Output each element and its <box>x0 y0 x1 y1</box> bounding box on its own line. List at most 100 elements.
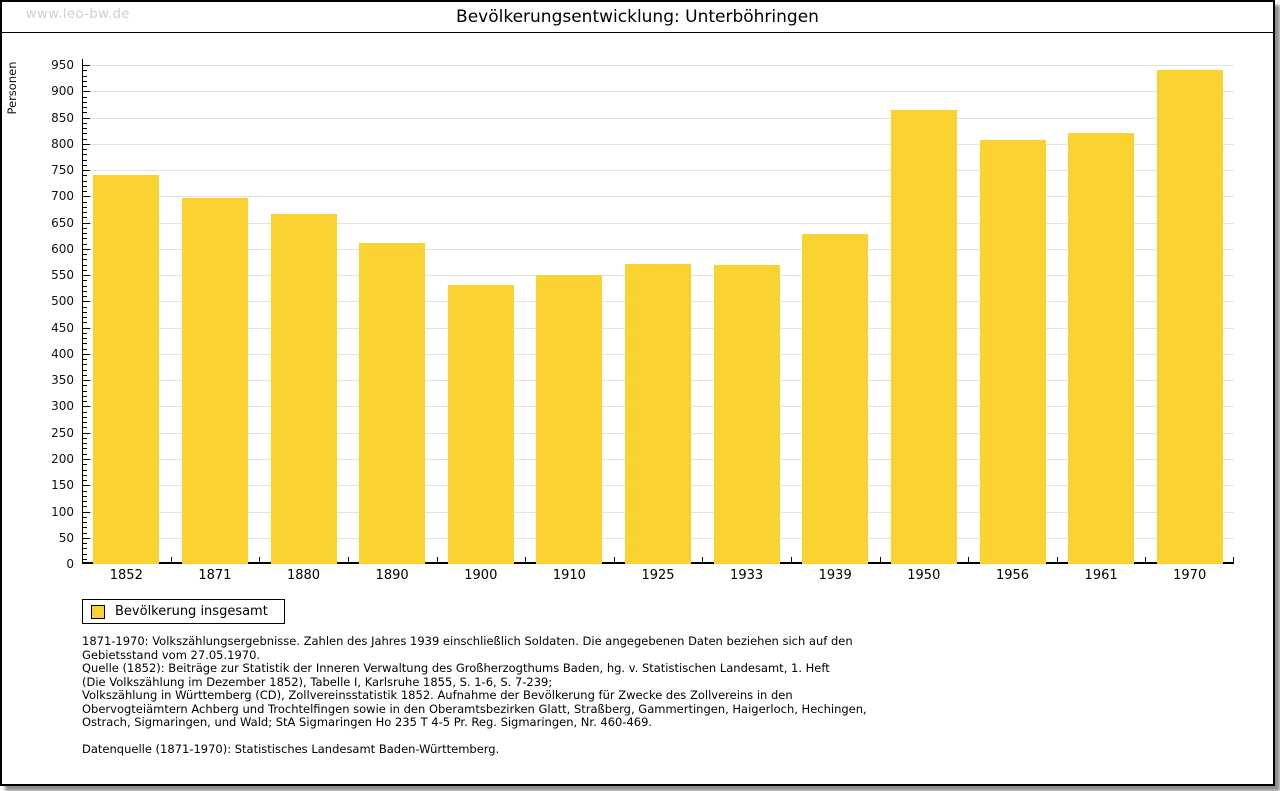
x-tick <box>259 557 261 562</box>
y-tick <box>83 380 90 382</box>
y-tick <box>83 369 87 371</box>
y-tick <box>83 348 87 350</box>
y-tick <box>83 416 87 418</box>
gridline <box>83 170 1234 172</box>
y-tick <box>83 154 87 156</box>
y-tick <box>83 506 87 508</box>
y-tick <box>83 311 87 313</box>
footnote-line: Obervogteiämtern Achberg und Trochtelfin… <box>82 701 867 716</box>
y-tick-label: 350 <box>51 373 74 388</box>
y-tick <box>83 65 90 66</box>
y-tick <box>83 275 90 277</box>
x-tick <box>436 557 438 562</box>
y-tick <box>83 390 87 392</box>
gridline <box>83 248 1234 250</box>
y-tick <box>83 464 87 466</box>
y-tick <box>83 537 90 539</box>
y-tick <box>83 259 87 261</box>
x-tick-label: 1933 <box>730 568 764 583</box>
y-tick-label: 650 <box>51 215 74 230</box>
x-tick-label: 1961 <box>1084 568 1118 583</box>
y-tick-label: 200 <box>51 451 74 466</box>
y-tick <box>83 453 87 455</box>
y-tick <box>83 490 87 492</box>
y-tick <box>83 406 90 408</box>
y-axis-label: Personen <box>5 61 19 115</box>
y-tick <box>83 385 87 387</box>
x-tick-label: 1880 <box>286 568 321 583</box>
y-tick <box>83 448 87 450</box>
bar-1871 <box>181 198 248 564</box>
y-tick <box>83 364 87 366</box>
x-tick-label: 1970 <box>1173 568 1207 583</box>
y-tick <box>83 437 87 439</box>
y-tick <box>83 96 87 98</box>
y-tick <box>83 243 87 245</box>
y-tick <box>83 159 87 161</box>
y-tick <box>83 107 87 108</box>
bar-1961 <box>1068 132 1135 564</box>
y-tick <box>83 227 87 229</box>
y-tick <box>83 248 90 250</box>
x-tick <box>790 557 792 562</box>
footnote-line: Ostrach, Sigmaringen, und Wald; StA Sigm… <box>82 715 653 729</box>
gridline <box>83 222 1234 224</box>
y-tick <box>83 254 87 256</box>
y-tick <box>83 427 87 429</box>
title-bar: www.leo-bw.de Bevölkerungsentwicklung: U… <box>2 2 1273 33</box>
x-tick <box>347 557 349 562</box>
bar-1970 <box>1156 69 1223 564</box>
y-tick-label: 450 <box>51 320 74 335</box>
y-tick <box>83 332 87 334</box>
footnote-line: Quelle (1852): Beiträge zur Statistik de… <box>82 661 830 675</box>
plot-area <box>82 59 1234 564</box>
y-tick-label: 100 <box>51 504 74 519</box>
y-axis-line <box>82 59 83 564</box>
y-tick <box>83 353 90 355</box>
y-tick <box>83 443 87 445</box>
x-tick <box>1145 557 1147 562</box>
x-tick <box>702 557 704 562</box>
y-tick-label: 50 <box>58 530 74 545</box>
y-tick <box>83 306 87 308</box>
bar-1852 <box>93 175 160 564</box>
y-tick <box>83 180 87 182</box>
y-tick-label: 900 <box>51 84 74 99</box>
y-tick <box>83 143 90 145</box>
x-tick <box>170 557 172 562</box>
y-tick <box>83 175 87 177</box>
y-tick-label: 150 <box>51 478 74 493</box>
y-tick <box>83 101 87 103</box>
y-tick <box>83 117 90 119</box>
bar-1890 <box>359 243 426 564</box>
x-tick-label: 1852 <box>109 568 143 583</box>
y-tick-label: 950 <box>51 58 74 72</box>
bar-1925 <box>625 263 691 564</box>
y-tick <box>83 138 87 140</box>
gridline <box>83 117 1234 119</box>
y-tick <box>83 112 87 114</box>
y-tick <box>83 191 87 193</box>
y-tick <box>83 80 87 82</box>
legend-label: Bevölkerung insgesamt <box>115 604 268 619</box>
y-tick <box>83 511 90 513</box>
footnote-line: 1871-1970: Volkszählungsergebnisse. Zahl… <box>82 634 853 648</box>
x-tick <box>525 557 527 562</box>
footnote-line: Datenquelle (1871-1970): Statistisches L… <box>82 742 500 756</box>
y-tick <box>83 196 90 198</box>
gridline <box>83 196 1234 198</box>
y-tick <box>83 495 87 497</box>
bar-1956 <box>979 139 1046 564</box>
x-tick-label: 1956 <box>995 568 1030 583</box>
y-tick-label: 850 <box>51 110 74 125</box>
y-tick <box>83 170 90 172</box>
x-tick <box>968 557 970 562</box>
footnote-line: Gebietsstand vom 27.05.1970. <box>82 647 261 662</box>
y-tick <box>83 212 87 214</box>
chart-title: Bevölkerungsentwicklung: Unterböhringen <box>456 7 819 27</box>
y-tick <box>83 516 87 518</box>
gridline <box>83 143 1234 145</box>
x-tick <box>613 557 615 562</box>
y-tick <box>83 501 87 502</box>
